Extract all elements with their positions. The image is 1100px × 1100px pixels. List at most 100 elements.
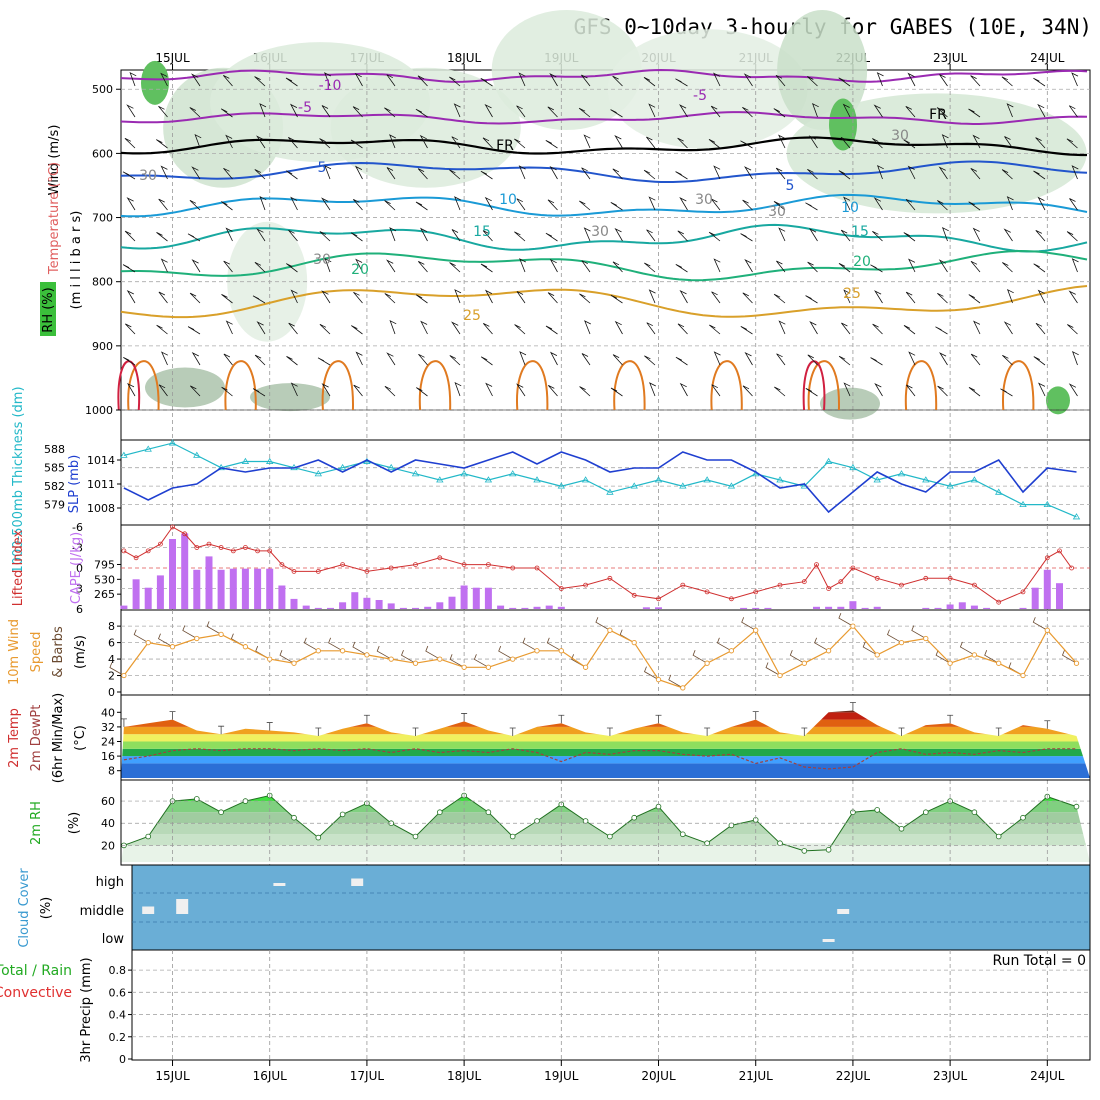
wind-barb bbox=[350, 139, 363, 149]
wind-barb bbox=[1001, 169, 1013, 180]
rh-band bbox=[121, 845, 1090, 862]
cape-bar bbox=[837, 606, 845, 609]
wind-barb bbox=[386, 259, 396, 273]
wind-barb bbox=[610, 202, 623, 211]
wind-barb bbox=[872, 138, 883, 149]
contour-30c bbox=[127, 360, 160, 411]
wind-barb bbox=[286, 356, 298, 366]
lifted-index-marker bbox=[631, 592, 637, 598]
wind-tick-label: 8 bbox=[108, 620, 115, 633]
lifted-index-marker bbox=[826, 586, 831, 591]
wind-barb bbox=[225, 227, 233, 242]
lifted-index-marker bbox=[145, 548, 151, 554]
wind-barb bbox=[908, 351, 916, 366]
cape-bar bbox=[144, 587, 152, 609]
wind10m-barb bbox=[279, 650, 295, 664]
wind-barb bbox=[256, 135, 266, 149]
rh-marker bbox=[874, 807, 880, 813]
wind-barb bbox=[675, 264, 688, 273]
wind-barb bbox=[516, 383, 526, 397]
wind-barb bbox=[223, 353, 233, 366]
wind-barb bbox=[122, 264, 136, 273]
wind-barb bbox=[612, 354, 623, 366]
wind-barb bbox=[742, 292, 753, 304]
day-label-bottom: 18JUL bbox=[447, 1069, 482, 1083]
cloud-bar bbox=[822, 939, 835, 942]
cape-bar bbox=[545, 605, 553, 609]
lifted-index-marker bbox=[218, 545, 224, 550]
wind-barb bbox=[1033, 356, 1046, 366]
wind-barb bbox=[319, 323, 331, 335]
wind-barb bbox=[775, 74, 786, 87]
wind10m-barb bbox=[887, 629, 902, 643]
temp-minmax-bar bbox=[266, 722, 273, 731]
wind-barb bbox=[514, 231, 526, 242]
wind-speed-marker bbox=[534, 648, 540, 654]
wind-barb bbox=[579, 200, 591, 211]
cape-bar bbox=[120, 605, 128, 609]
contour-25c bbox=[120, 285, 1088, 319]
wind10m-barb bbox=[109, 662, 125, 676]
wind-barb bbox=[518, 72, 526, 87]
thickness-marker bbox=[679, 482, 687, 489]
rh-shade bbox=[607, 29, 808, 150]
lifted-index-marker bbox=[267, 548, 273, 554]
cape-bar bbox=[424, 606, 432, 609]
wind-barb bbox=[547, 199, 558, 211]
wind-speed-marker bbox=[145, 639, 151, 646]
cape-bar bbox=[241, 568, 249, 609]
wind-barb bbox=[646, 322, 656, 335]
wind-barb bbox=[773, 201, 786, 211]
rh-moist-spot bbox=[829, 98, 857, 151]
wind-barb bbox=[709, 324, 721, 335]
label-temperature: Temperature (°C) bbox=[47, 162, 62, 275]
wind-barb bbox=[610, 109, 623, 118]
cape-bar bbox=[314, 607, 322, 609]
cape-bar bbox=[533, 606, 541, 609]
wind-barb bbox=[417, 168, 428, 180]
wind-barb bbox=[187, 233, 201, 242]
wind-barb bbox=[938, 166, 948, 180]
wind-barb bbox=[259, 103, 267, 118]
wind-barb bbox=[843, 289, 851, 304]
wind-barb bbox=[805, 202, 818, 211]
wind-barb bbox=[353, 384, 363, 397]
thickness-marker bbox=[946, 482, 954, 489]
wind-barb bbox=[905, 198, 916, 211]
label-barbs: & Barbs bbox=[51, 626, 66, 678]
wind-barb bbox=[941, 134, 949, 149]
temp-minmax-bar bbox=[461, 713, 468, 722]
thickness-marker bbox=[630, 482, 638, 489]
rh-tick-label: 40 bbox=[101, 817, 115, 830]
temp-minmax-bar bbox=[218, 725, 225, 735]
wind-barb bbox=[740, 140, 753, 149]
cape-bar bbox=[132, 579, 140, 609]
contour-35c bbox=[117, 360, 141, 411]
wind-barb bbox=[484, 196, 493, 211]
wind-barb bbox=[579, 293, 591, 304]
rh-marker bbox=[534, 818, 540, 824]
wind-barb bbox=[285, 77, 298, 87]
cloud-bar bbox=[176, 899, 189, 914]
rh-marker bbox=[436, 809, 443, 815]
wind-barb bbox=[711, 291, 721, 304]
wind-barb bbox=[742, 385, 753, 397]
wind-barb bbox=[415, 294, 428, 304]
lifted-index-marker bbox=[485, 562, 491, 567]
cape-bar bbox=[922, 607, 930, 609]
wind-speed-marker bbox=[291, 660, 297, 666]
wind-barb bbox=[451, 229, 461, 242]
temp-band bbox=[121, 748, 1090, 757]
wind-barb bbox=[1002, 262, 1013, 273]
wind-barb bbox=[646, 229, 656, 242]
label-thickness: 1000-500mb Thickness (dm) bbox=[11, 386, 26, 573]
temp-tick-label: 32 bbox=[101, 721, 115, 734]
wind-barb bbox=[223, 260, 233, 273]
thickness-marker bbox=[241, 457, 250, 464]
wind-barb bbox=[742, 106, 753, 118]
wind-barb bbox=[973, 320, 981, 335]
thickness-marker bbox=[436, 476, 444, 483]
wind-barb bbox=[1069, 198, 1078, 211]
thickness-marker bbox=[995, 488, 1003, 495]
cape-bar bbox=[387, 603, 395, 609]
